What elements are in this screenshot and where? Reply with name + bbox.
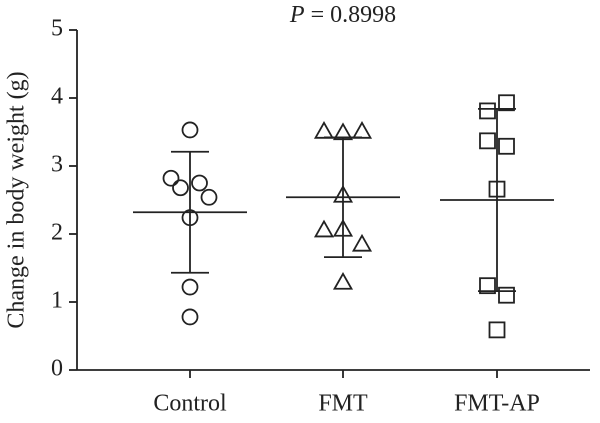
data-point — [488, 321, 506, 339]
data-point — [332, 271, 354, 290]
data-point — [181, 308, 199, 326]
data-point — [479, 102, 496, 120]
data-point — [162, 169, 180, 187]
y-tick-label: 3 — [51, 152, 63, 178]
data-point — [172, 179, 189, 197]
x-tick-label: Control — [153, 391, 227, 417]
chart-title: P = 0.8998 — [289, 2, 396, 28]
y-tick-label: 4 — [51, 84, 63, 110]
y-tick-label: 5 — [51, 16, 63, 42]
y-tick-label: 0 — [51, 356, 63, 382]
data-point — [498, 94, 515, 112]
y-axis-label: Change in body weight (g) — [4, 71, 30, 328]
data-point — [181, 278, 199, 296]
data-point — [351, 233, 373, 252]
data-point — [351, 120, 373, 139]
data-point — [479, 132, 496, 150]
x-tick-label: FMT-AP — [454, 391, 540, 417]
data-point — [200, 188, 218, 206]
data-point — [313, 219, 335, 238]
data-point — [181, 121, 199, 139]
data-point — [479, 277, 496, 295]
data-point — [313, 120, 335, 139]
data-point — [191, 174, 208, 192]
data-point — [498, 286, 515, 304]
y-tick-label: 2 — [51, 220, 63, 246]
x-tick-label: FMT — [318, 391, 368, 417]
data-point — [498, 137, 515, 155]
y-tick-label: 1 — [51, 288, 63, 314]
